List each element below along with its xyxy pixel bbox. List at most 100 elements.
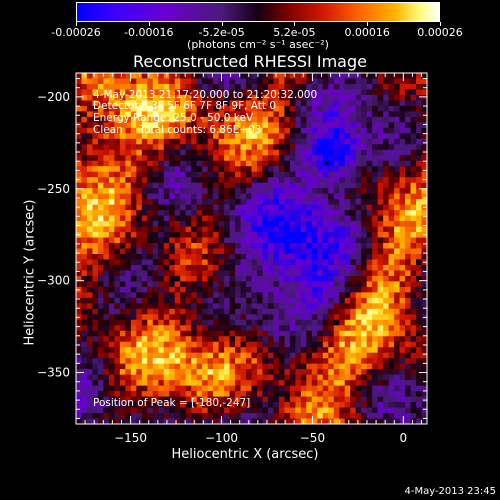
heatmap-cell	[136, 144, 143, 151]
heatmap-cell	[163, 336, 170, 343]
heatmap-cell	[163, 133, 170, 140]
heatmap-cell	[130, 369, 137, 376]
heatmap-cell	[240, 171, 247, 178]
heatmap-cell	[256, 182, 263, 189]
heatmap-cell	[229, 407, 236, 414]
heatmap-cell	[361, 336, 368, 343]
heatmap-cell	[394, 286, 400, 293]
heatmap-cell	[388, 221, 395, 227]
heatmap-cell	[372, 171, 379, 178]
heatmap-cell	[191, 94, 198, 101]
heatmap-cell	[267, 330, 274, 337]
heatmap-cell	[388, 237, 395, 244]
heatmap-cell	[141, 193, 148, 200]
heatmap-cell	[185, 204, 192, 211]
heatmap-cell	[399, 193, 406, 200]
heatmap-cell	[295, 363, 302, 370]
heatmap-cell	[317, 319, 324, 326]
heatmap-cell	[185, 166, 192, 173]
heatmap-cell	[256, 385, 263, 392]
heatmap-cell	[76, 138, 82, 145]
heatmap-cell	[372, 105, 379, 112]
heatmap-cell	[191, 396, 198, 403]
heatmap-cell	[185, 138, 192, 145]
heatmap-cell	[240, 319, 247, 326]
heatmap-cell	[114, 330, 121, 337]
heatmap-cell	[191, 259, 198, 266]
heatmap-cell	[328, 221, 335, 227]
heatmap-cell	[284, 402, 291, 408]
heatmap-cell	[136, 89, 143, 96]
heatmap-cell	[333, 358, 340, 365]
heatmap-cell	[377, 248, 384, 255]
heatmap-cell	[103, 407, 110, 414]
heatmap-cell	[306, 248, 313, 255]
heatmap-cell	[136, 248, 143, 255]
heatmap-cell	[185, 253, 192, 260]
heatmap-cell	[377, 385, 384, 392]
heatmap-cell	[350, 182, 357, 189]
heatmap-cell	[119, 248, 126, 255]
heatmap-cell	[229, 341, 236, 348]
heatmap-cell	[405, 358, 411, 365]
heatmap-cell	[405, 160, 411, 167]
heatmap-cell	[218, 237, 225, 244]
heatmap-cell	[311, 297, 318, 304]
heatmap-cell	[421, 171, 428, 178]
heatmap-cell	[213, 111, 219, 118]
heatmap-cell	[141, 253, 148, 260]
heatmap-cell	[81, 166, 88, 173]
heatmap-cell	[284, 149, 291, 156]
heatmap-cell	[202, 100, 209, 107]
heatmap-cell	[125, 210, 132, 216]
heatmap-cell	[218, 259, 225, 266]
heatmap-cell	[163, 94, 170, 101]
heatmap-cell	[202, 83, 209, 90]
heatmap-cell	[416, 138, 422, 145]
heatmap-cell	[366, 385, 373, 392]
heatmap-cell	[405, 363, 411, 370]
heatmap-cell	[339, 363, 346, 370]
heatmap-cell	[273, 116, 280, 123]
heatmap-cell	[311, 314, 318, 321]
heatmap-cell	[141, 116, 148, 123]
heatmap-cell	[383, 73, 390, 79]
heatmap-cell	[224, 215, 230, 222]
heatmap-cell	[185, 270, 192, 277]
heatmap-cell	[405, 281, 411, 288]
heatmap-cell	[289, 314, 296, 321]
heatmap-cell	[306, 363, 313, 370]
heatmap-cell	[196, 325, 203, 332]
heatmap-cell	[141, 237, 148, 244]
heatmap-cell	[267, 358, 274, 365]
heatmap-cell	[405, 264, 411, 271]
heatmap-cell	[410, 210, 417, 216]
heatmap-cell	[405, 243, 411, 249]
heatmap-cell	[262, 369, 269, 376]
heatmap-cell	[147, 111, 154, 118]
heatmap-cell	[333, 413, 340, 419]
heatmap-cell	[372, 336, 379, 343]
heatmap-cell	[103, 374, 110, 381]
heatmap-cell	[262, 89, 269, 96]
colorbar-tick	[367, 22, 369, 26]
heatmap-cell	[163, 144, 170, 151]
heatmap-cell	[119, 407, 126, 414]
heatmap-cell	[251, 122, 258, 129]
heatmap-cell	[202, 182, 209, 189]
heatmap-cell	[180, 413, 187, 419]
heatmap-cell	[207, 221, 214, 227]
heatmap-cell	[267, 144, 274, 151]
heatmap-cell	[366, 105, 373, 112]
heatmap-cell	[202, 330, 209, 337]
heatmap-cell	[224, 210, 230, 216]
heatmap-cell	[361, 188, 368, 195]
heatmap-cell	[388, 418, 395, 425]
heatmap-cell	[76, 308, 82, 315]
heatmap-cell	[361, 303, 368, 310]
heatmap-cell	[355, 253, 362, 260]
heatmap-cell	[416, 144, 422, 151]
heatmap-cell	[322, 177, 329, 184]
heatmap-cell	[251, 308, 258, 315]
heatmap-cell	[218, 78, 225, 85]
